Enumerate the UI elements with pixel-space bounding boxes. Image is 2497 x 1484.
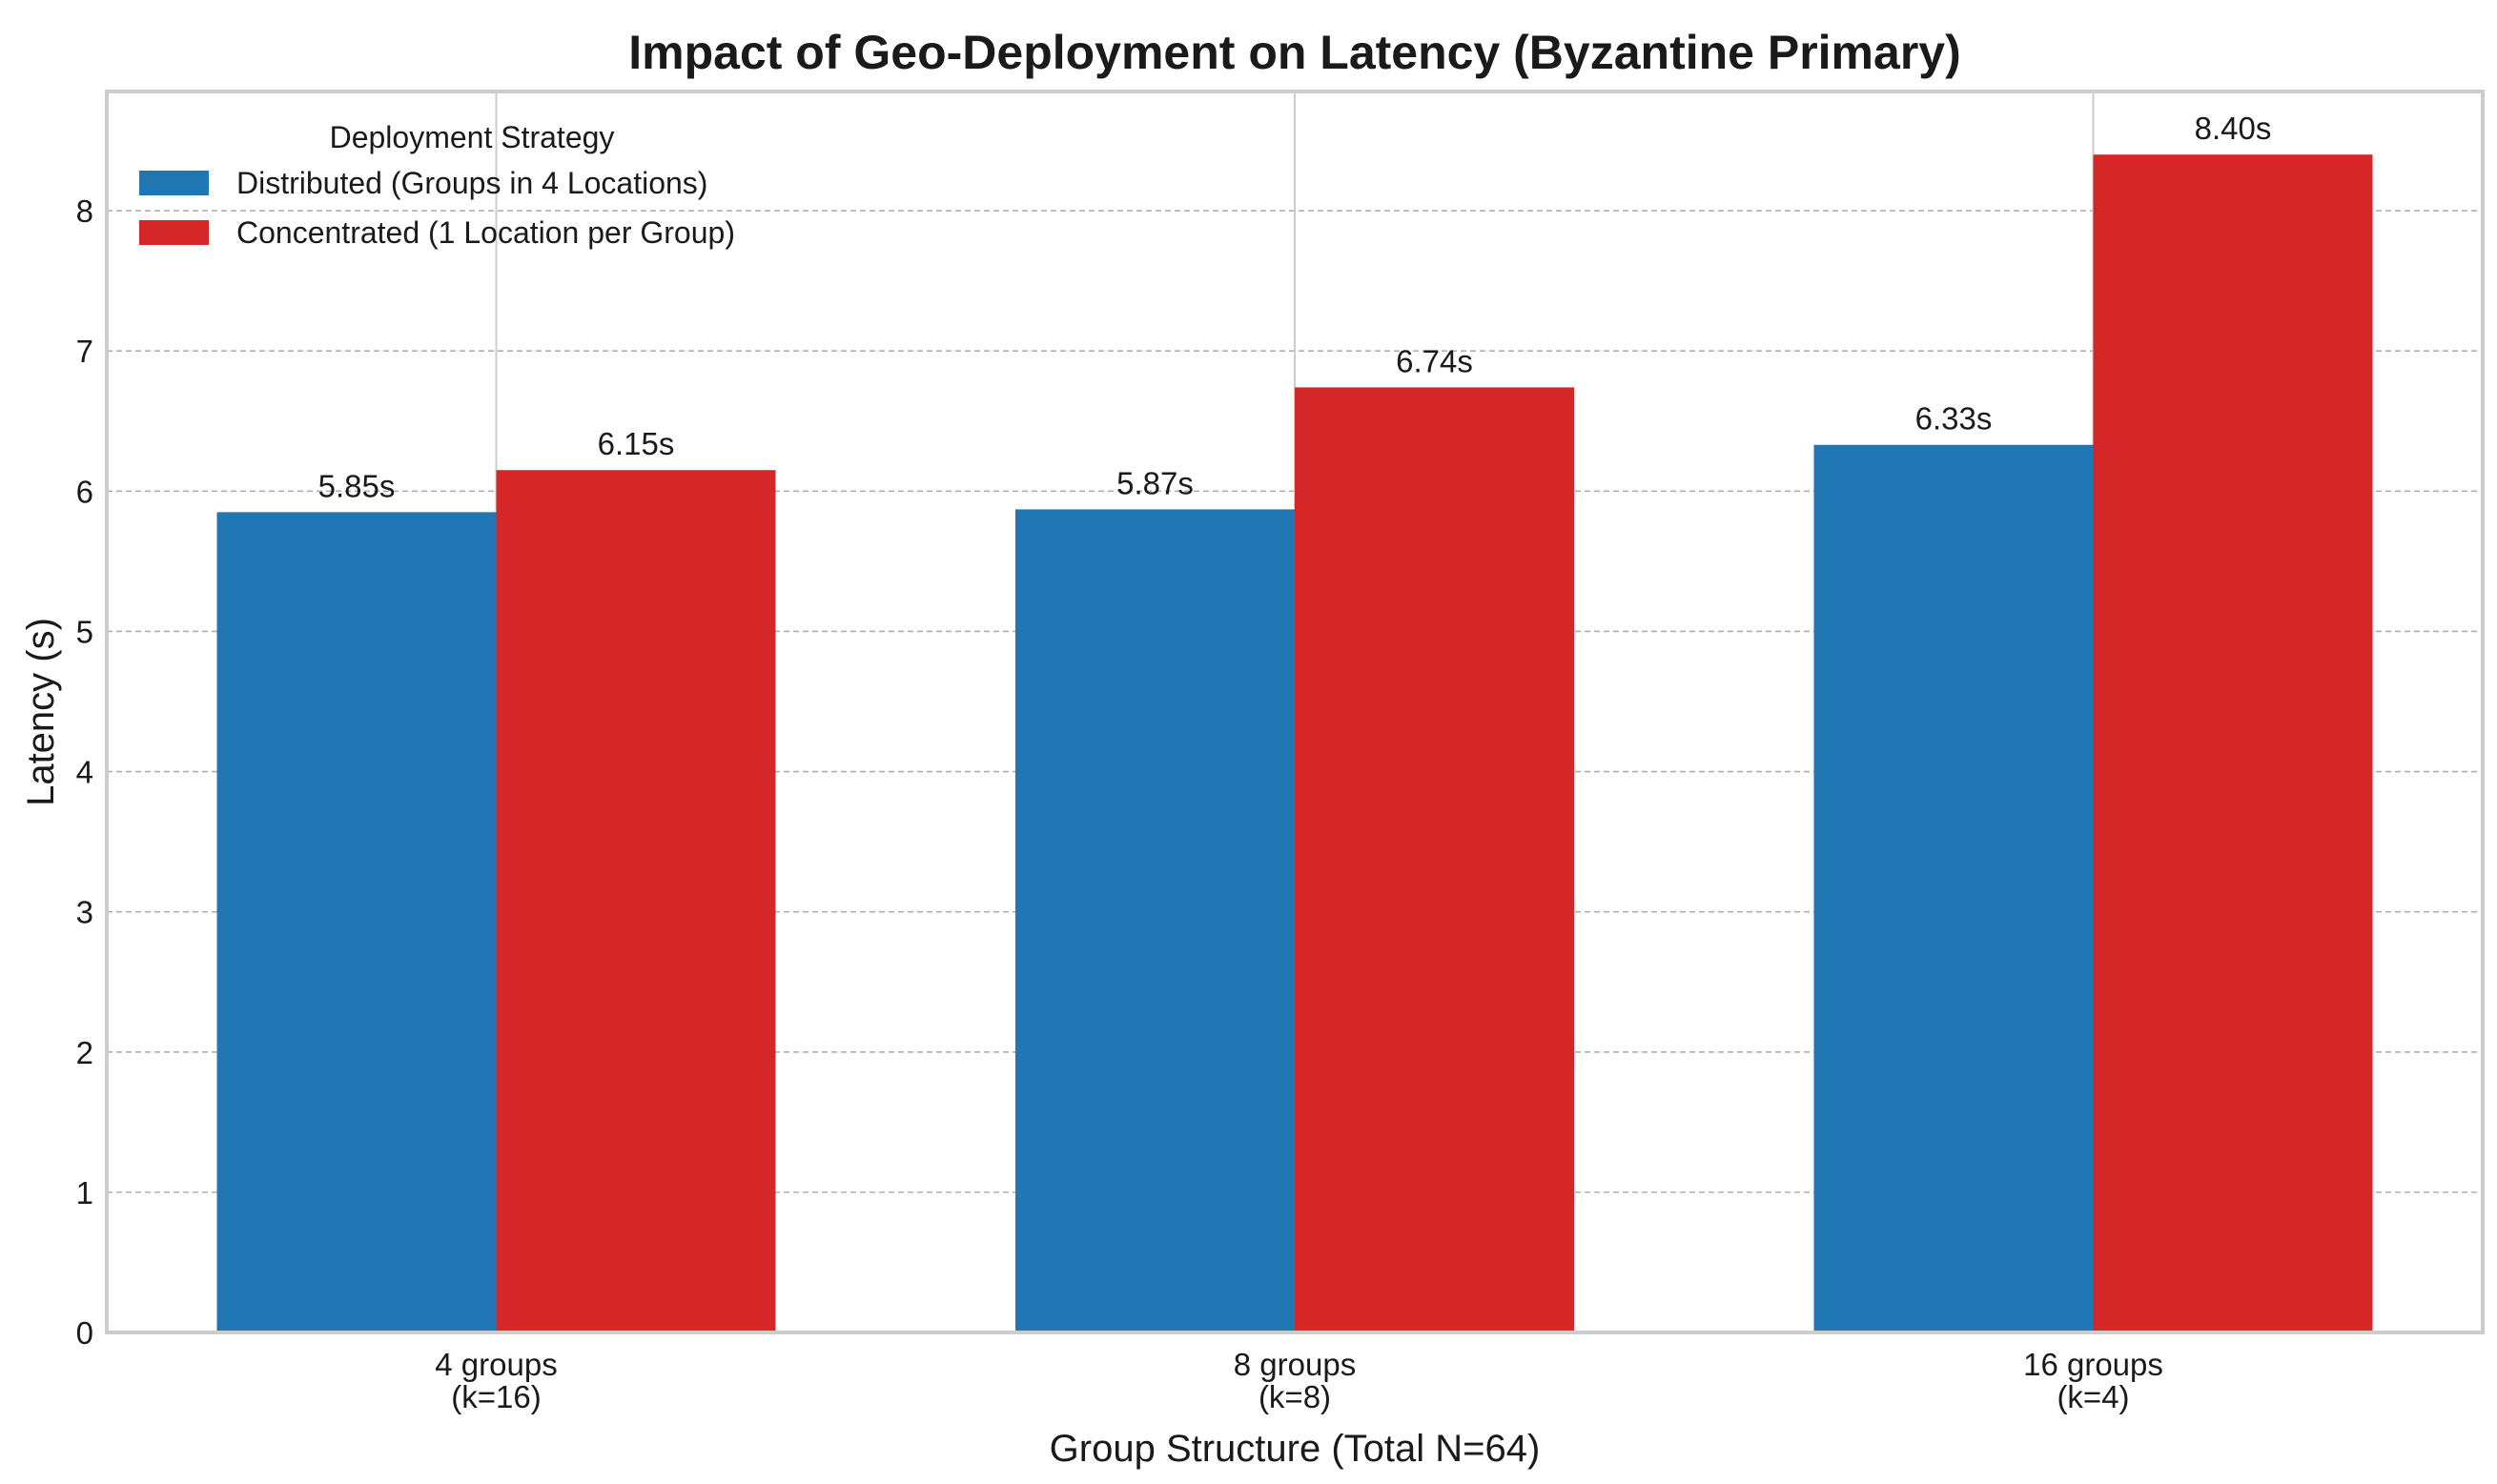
bar-value-label: 5.87s [1116, 465, 1194, 500]
y-axis-label: Latency (s) [20, 618, 62, 806]
legend-swatch [139, 171, 209, 195]
legend-swatch [139, 220, 209, 245]
bar-value-label: 5.85s [318, 468, 396, 503]
legend: Deployment Strategy Distributed (Groups … [139, 120, 735, 250]
x-tick-label: 4 groups [435, 1347, 557, 1382]
bar-distributed [1015, 509, 1295, 1332]
y-tick-label: 7 [76, 334, 93, 369]
bar-concentrated [2093, 154, 2373, 1333]
bar-concentrated [496, 470, 776, 1332]
bar-value-label: 6.74s [1396, 343, 1473, 378]
chart-title: Impact of Geo-Deployment on Latency (Byz… [628, 26, 1961, 79]
legend-entry-label: Distributed (Groups in 4 Locations) [236, 166, 707, 200]
y-tick-label: 1 [76, 1175, 93, 1210]
x-tick-label: 8 groups [1234, 1347, 1356, 1382]
x-axis-label: Group Structure (Total N=64) [1050, 1428, 1541, 1470]
x-tick-label: (k=8) [1259, 1379, 1331, 1414]
plot-frame [105, 90, 2485, 1334]
bar-concentrated [1295, 387, 1574, 1332]
bar-value-label: 6.15s [598, 426, 675, 461]
y-tick-label: 2 [76, 1035, 93, 1070]
y-tick-label: 5 [76, 614, 93, 649]
y-tick-label: 8 [76, 193, 93, 229]
x-tick-label: (k=4) [2057, 1379, 2129, 1414]
y-tick-label: 0 [76, 1315, 93, 1351]
legend-entry-label: Concentrated (1 Location per Group) [236, 215, 735, 250]
bar-distributed [216, 512, 497, 1332]
x-tick-label: (k=16) [451, 1379, 541, 1414]
y-tick-label: 6 [76, 474, 93, 509]
legend-title: Deployment Strategy [330, 120, 615, 154]
x-tick-label: 16 groups [2023, 1347, 2163, 1382]
bar-distributed [1813, 444, 2094, 1332]
y-tick-label: 3 [76, 895, 93, 930]
bar-value-label: 6.33s [1915, 401, 1993, 437]
bar-value-label: 8.40s [2195, 111, 2272, 146]
y-tick-label: 4 [76, 755, 93, 790]
